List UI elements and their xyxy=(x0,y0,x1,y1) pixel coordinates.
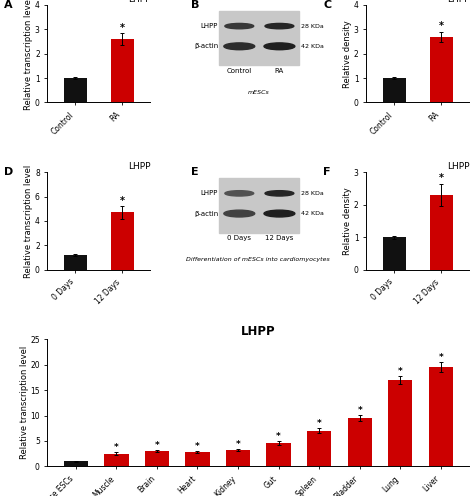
Ellipse shape xyxy=(264,210,295,217)
Text: 28 KDa: 28 KDa xyxy=(301,24,324,29)
Bar xyxy=(347,418,372,466)
Text: *: * xyxy=(236,440,240,449)
Ellipse shape xyxy=(225,190,254,196)
Text: *: * xyxy=(357,406,362,415)
Text: 42 KDa: 42 KDa xyxy=(301,211,324,216)
Bar xyxy=(226,450,250,466)
Y-axis label: Relative transcription level: Relative transcription level xyxy=(25,0,34,110)
Text: LHPP: LHPP xyxy=(201,23,218,29)
Ellipse shape xyxy=(224,43,255,50)
Text: 42 KDa: 42 KDa xyxy=(301,44,324,49)
Text: E: E xyxy=(191,167,199,178)
Bar xyxy=(110,39,134,103)
Text: 12 Days: 12 Days xyxy=(265,235,293,241)
Text: 28 KDa: 28 KDa xyxy=(301,191,324,196)
Text: F: F xyxy=(323,167,331,178)
Text: Control: Control xyxy=(227,68,252,74)
Bar xyxy=(145,451,169,466)
Text: *: * xyxy=(120,22,125,33)
Text: β-actin: β-actin xyxy=(194,43,218,49)
Y-axis label: Relative transcription level: Relative transcription level xyxy=(25,164,34,278)
Bar xyxy=(429,195,453,270)
Text: *: * xyxy=(317,419,321,428)
Bar xyxy=(64,255,87,270)
Bar xyxy=(383,237,406,270)
Text: *: * xyxy=(439,173,444,183)
Text: LHPP: LHPP xyxy=(128,162,150,172)
Ellipse shape xyxy=(265,190,294,196)
Text: Differentiation of mESCs into cardiomyocytes: Differentiation of mESCs into cardiomyoc… xyxy=(186,257,330,262)
Text: LHPP: LHPP xyxy=(447,0,469,4)
Text: *: * xyxy=(276,433,281,441)
Ellipse shape xyxy=(264,43,295,50)
Text: A: A xyxy=(4,0,13,10)
Bar xyxy=(266,443,291,466)
Y-axis label: Relative density: Relative density xyxy=(344,187,353,255)
Y-axis label: Relative density: Relative density xyxy=(344,20,353,88)
Text: *: * xyxy=(114,443,118,452)
Text: *: * xyxy=(155,440,159,449)
Ellipse shape xyxy=(265,23,294,29)
Text: C: C xyxy=(323,0,331,10)
Text: LHPP: LHPP xyxy=(201,190,218,196)
Text: LHPP: LHPP xyxy=(447,162,469,172)
Text: mESCs: mESCs xyxy=(247,90,269,95)
Bar xyxy=(307,431,331,466)
Bar xyxy=(110,212,134,270)
Text: *: * xyxy=(438,353,443,362)
Bar xyxy=(64,461,88,466)
Ellipse shape xyxy=(225,23,254,29)
Bar xyxy=(429,37,453,103)
Text: 0 Days: 0 Days xyxy=(228,235,251,241)
Bar xyxy=(185,452,210,466)
Bar xyxy=(219,11,300,65)
Bar xyxy=(219,178,300,233)
Text: *: * xyxy=(439,21,444,31)
Text: *: * xyxy=(195,441,200,451)
Title: LHPP: LHPP xyxy=(241,325,276,338)
Text: D: D xyxy=(4,167,13,178)
Bar xyxy=(428,368,453,466)
Text: LHPP: LHPP xyxy=(128,0,150,4)
Y-axis label: Relative transcription level: Relative transcription level xyxy=(20,346,29,459)
Text: RA: RA xyxy=(275,68,284,74)
Text: β-actin: β-actin xyxy=(194,211,218,217)
Bar xyxy=(104,453,128,466)
Text: *: * xyxy=(398,367,403,376)
Ellipse shape xyxy=(224,210,255,217)
Bar xyxy=(383,78,406,103)
Text: B: B xyxy=(191,0,200,10)
Bar xyxy=(64,78,87,103)
Bar xyxy=(388,380,412,466)
Text: *: * xyxy=(120,196,125,206)
